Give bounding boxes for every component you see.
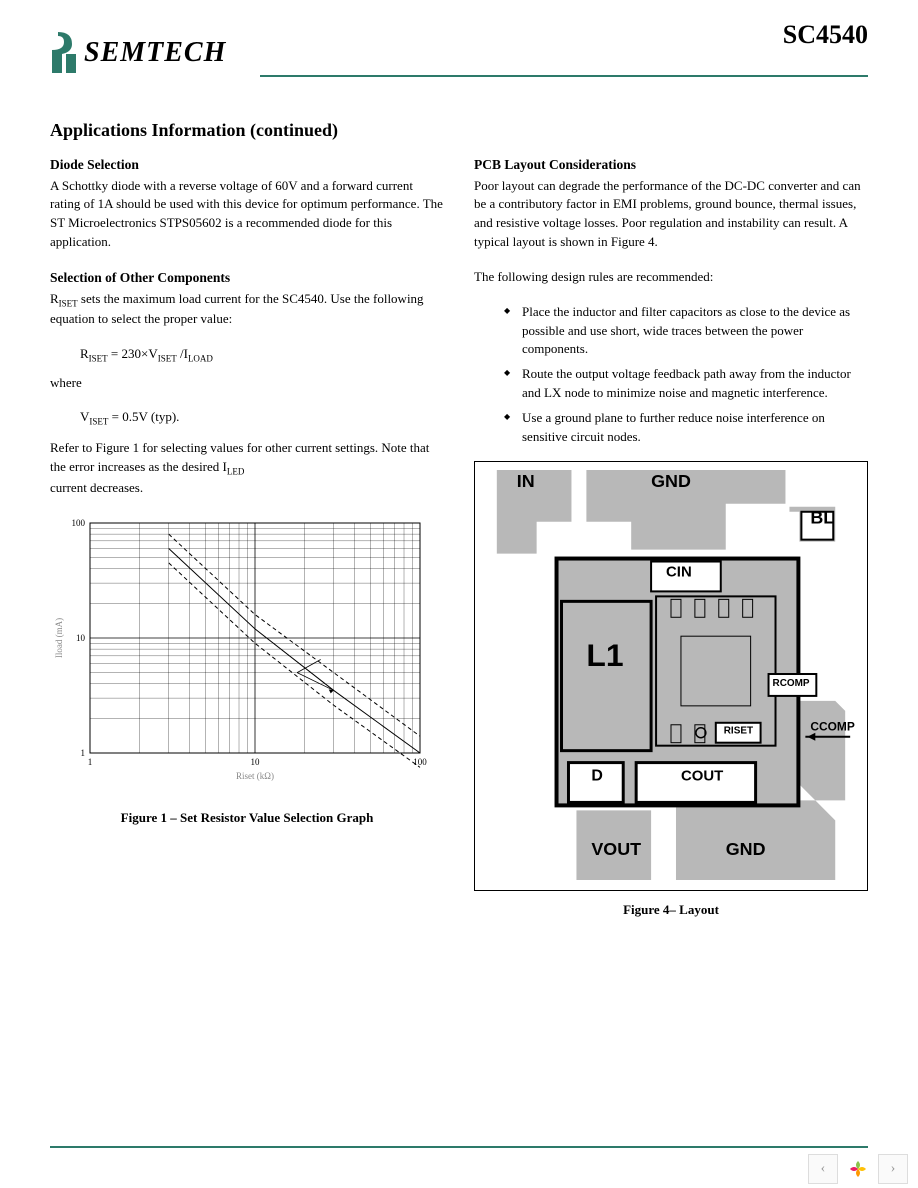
sub: LED [227, 467, 245, 477]
note: Refer to Figure 1 for selecting values f… [50, 439, 444, 478]
company-name: SEMTECH [84, 37, 226, 69]
next-page-button[interactable]: › [878, 1154, 908, 1184]
svg-text:GND: GND [651, 471, 691, 491]
pcb-svg: IN GND BL CIN L1 RCOMP RISET CCOMP D COUT VOUT GND [475, 462, 867, 890]
columns: Diode Selection A Schottky diode with a … [50, 155, 868, 920]
svg-text:RCOMP: RCOMP [773, 678, 810, 689]
svg-text:BL: BL [810, 507, 834, 527]
svg-text:L1: L1 [586, 637, 623, 673]
note2: current decreases. [50, 479, 444, 498]
svg-text:RISET: RISET [724, 725, 753, 736]
sub: ISET [158, 354, 177, 364]
company-logo: SEMTECH [50, 30, 226, 75]
svg-text:1: 1 [88, 757, 93, 767]
txt: sets the maximum load current for the SC… [50, 291, 424, 327]
diode-heading: Diode Selection [50, 155, 444, 175]
diode-body: A Schottky diode with a reverse voltage … [50, 177, 444, 252]
figure4-caption: Figure 4– Layout [474, 901, 868, 920]
pcb-heading: PCB Layout Considerations [474, 155, 868, 175]
svg-text:IN: IN [517, 471, 535, 491]
svg-text:GND: GND [726, 839, 766, 859]
figure4-diagram: IN GND BL CIN L1 RCOMP RISET CCOMP D COUT VOUT GND [474, 461, 868, 891]
svg-text:Iload (mA): Iload (mA) [54, 618, 64, 658]
left-column: Diode Selection A Schottky diode with a … [50, 155, 444, 920]
sub: ISET [89, 354, 108, 364]
sub: LOAD [188, 354, 213, 364]
svg-text:100: 100 [72, 518, 86, 528]
equation-riset: RISET = 230×VISET /ILOAD [80, 345, 444, 366]
svg-text:CCOMP: CCOMP [810, 719, 854, 733]
footer-divider [50, 1146, 868, 1148]
rules-intro: The following design rules are recommend… [474, 268, 868, 287]
rules-list: Place the inductor and filter capacitors… [504, 303, 868, 447]
rule-item: Route the output voltage feedback path a… [504, 365, 868, 403]
txt: /I [177, 346, 188, 361]
where: where [50, 374, 444, 393]
svg-text:CIN: CIN [666, 563, 692, 580]
prev-page-button[interactable]: ‹ [808, 1154, 838, 1184]
other-intro: RISET sets the maximum load current for … [50, 290, 444, 329]
svg-text:Riset (kΩ): Riset (kΩ) [236, 771, 274, 781]
page-header: SEMTECH SC4540 [50, 30, 868, 90]
txt: R [80, 346, 89, 361]
rule-item: Place the inductor and filter capacitors… [504, 303, 868, 360]
svg-text:10: 10 [251, 757, 261, 767]
logo-icon [50, 30, 80, 75]
txt: R [50, 291, 59, 306]
svg-text:D: D [591, 767, 603, 784]
other-heading: Selection of Other Components [50, 268, 444, 288]
figure1-caption: Figure 1 – Set Resistor Value Selection … [50, 809, 444, 828]
right-column: PCB Layout Considerations Poor layout ca… [474, 155, 868, 920]
svg-text:COUT: COUT [681, 767, 723, 784]
page-content: Applications Information (continued) Dio… [50, 120, 868, 920]
part-number: SC4540 [783, 20, 868, 50]
svg-text:1: 1 [81, 748, 86, 758]
svg-text:100: 100 [413, 757, 427, 767]
svg-text:VOUT: VOUT [591, 839, 641, 859]
equation-vset: VISET = 0.5V (typ). [80, 408, 444, 429]
rule-item: Use a ground plane to further reduce noi… [504, 409, 868, 447]
txt: = 0.5V (typ). [108, 409, 179, 424]
sub: ISET [89, 417, 108, 427]
sub: ISET [59, 298, 78, 308]
chart-svg: 1 10 100 1 10 100 Riset (kΩ) Iload (mA) [50, 513, 440, 793]
svg-text:10: 10 [76, 633, 86, 643]
page-title: Applications Information (continued) [50, 120, 868, 141]
txt: = 230×V [108, 346, 158, 361]
figure1-chart: 1 10 100 1 10 100 Riset (kΩ) Iload (mA) [50, 513, 444, 799]
header-divider [260, 75, 868, 77]
pcb-body: Poor layout can degrade the performance … [474, 177, 868, 252]
viewer-logo-icon [843, 1154, 873, 1184]
txt: V [80, 409, 89, 424]
